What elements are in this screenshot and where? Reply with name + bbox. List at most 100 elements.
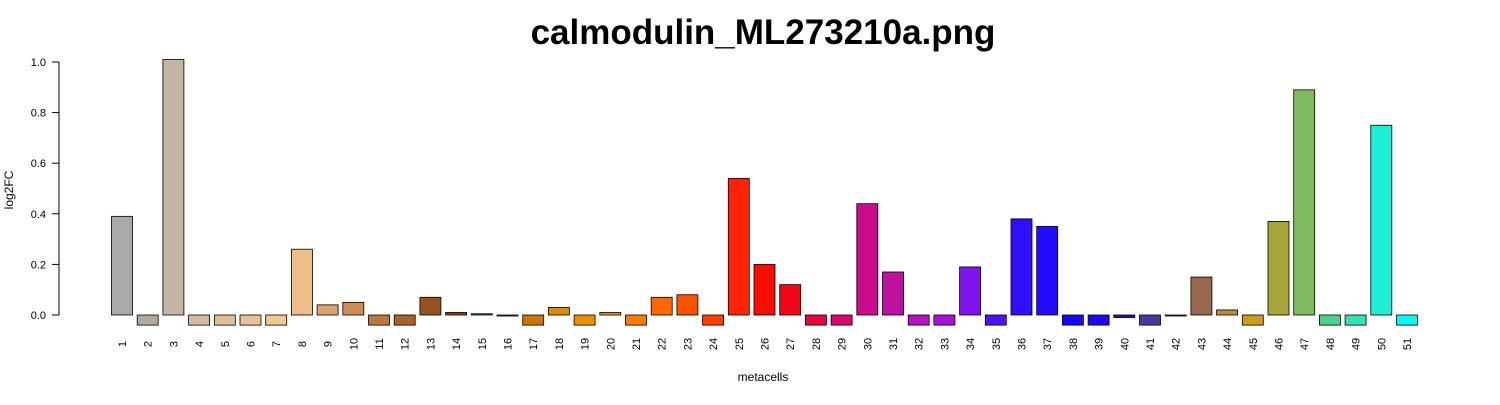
bar-30 [856, 203, 879, 316]
x-tick-label: 35 [991, 338, 1003, 350]
bar-43 [1190, 276, 1213, 316]
bar-5 [213, 314, 236, 326]
x-tick-label: 13 [425, 338, 437, 350]
bar-39 [1087, 314, 1110, 326]
x-tick-label: 29 [837, 338, 849, 350]
bar-36 [1010, 218, 1033, 316]
bar-34 [959, 266, 981, 316]
bar-21 [625, 314, 647, 326]
x-tick-label: 46 [1274, 338, 1286, 350]
bars-group [111, 59, 1418, 326]
bar-50 [1370, 124, 1393, 316]
y-tick-label: 0.6 [31, 158, 46, 170]
bar-15 [470, 313, 493, 316]
x-tick-label: 25 [734, 338, 746, 350]
bar-47 [1293, 89, 1316, 316]
x-tick-label: 37 [1042, 338, 1054, 350]
x-tick-label: 28 [811, 338, 823, 350]
x-tick-label: 6 [246, 341, 258, 347]
bar-46 [1267, 220, 1290, 316]
x-tick-label: 43 [1196, 338, 1208, 350]
x-tick-label: 50 [1376, 338, 1388, 350]
x-tick-label: 11 [374, 338, 386, 349]
bar-1 [111, 215, 133, 316]
bar-9 [316, 304, 339, 316]
x-tick-label: 12 [400, 338, 412, 350]
x-tick-label: 47 [1299, 338, 1311, 350]
bar-23 [676, 294, 699, 316]
bar-44 [1216, 309, 1238, 316]
x-tick-label: 26 [760, 338, 772, 350]
y-tick-label: 0.4 [31, 209, 46, 221]
bar-18 [548, 307, 570, 316]
bar-24 [702, 314, 724, 326]
bar-29 [830, 314, 853, 326]
x-tick-labels: 1 2 3 4 5 6 7 8 9 10 11 12 13 14 15 16 17 18 19 20 21 22 23 24 2… [117, 338, 1414, 350]
y-tick-label: 1.0 [31, 57, 46, 69]
bar-19 [573, 314, 596, 326]
bar-10 [342, 301, 365, 316]
y-tick-label: 0.0 [31, 310, 46, 322]
chart-title: calmodulin_ML273210a.png [531, 13, 996, 52]
x-tick-label: 45 [1248, 338, 1260, 350]
x-tick-label: 40 [1119, 338, 1131, 350]
x-tick-label: 7 [271, 341, 283, 347]
bar-8 [290, 248, 313, 316]
y-axis: 0.0 0.2 0.4 0.6 0.8 1.0 [31, 57, 60, 322]
bar-27 [779, 284, 802, 316]
bar-40 [1113, 314, 1136, 318]
y-tick-label: 0.8 [31, 108, 46, 120]
x-tick-label: 23 [682, 338, 694, 350]
bar-7 [265, 314, 288, 326]
bar-32 [907, 314, 930, 326]
bar-28 [805, 314, 827, 326]
bar-12 [393, 314, 416, 326]
bar-17 [522, 314, 545, 326]
bar-25 [727, 177, 750, 316]
x-tick-label: 33 [939, 338, 951, 350]
bar-31 [882, 271, 904, 316]
x-tick-label: 27 [785, 338, 797, 350]
x-tick-label: 4 [194, 341, 206, 347]
x-axis-label: metacells [738, 370, 789, 384]
x-tick-label: 32 [914, 338, 926, 350]
x-tick-label: 3 [168, 341, 180, 347]
x-tick-label: 9 [323, 341, 335, 347]
x-tick-label: 42 [1171, 338, 1183, 350]
bar-48 [1319, 314, 1341, 326]
bar-35 [984, 314, 1007, 326]
bar-6 [239, 314, 262, 326]
bar-2 [136, 314, 159, 326]
bar-4 [188, 314, 211, 326]
bar-49 [1344, 314, 1367, 326]
x-tick-label: 51 [1402, 338, 1414, 350]
x-tick-label: 21 [631, 338, 643, 350]
x-tick-label: 15 [477, 338, 489, 350]
bar-38 [1062, 314, 1084, 326]
x-tick-label: 36 [1017, 338, 1029, 350]
x-tick-label: 48 [1325, 338, 1337, 350]
x-tick-label: 34 [965, 338, 977, 350]
bar-41 [1139, 314, 1161, 326]
bar-13 [419, 296, 442, 316]
x-tick-label: 10 [348, 338, 360, 350]
x-tick-label: 39 [1094, 338, 1106, 350]
x-tick-label: 18 [554, 338, 566, 350]
bar-51 [1396, 314, 1418, 326]
x-tick-label: 49 [1351, 338, 1363, 350]
x-tick-label: 41 [1145, 338, 1157, 350]
x-tick-label: 17 [528, 338, 540, 350]
x-tick-label: 19 [580, 338, 592, 350]
x-tick-label: 14 [451, 338, 463, 350]
y-axis-label: log2FC [2, 170, 16, 209]
x-tick-label: 8 [297, 341, 309, 347]
x-tick-label: 22 [657, 338, 669, 350]
bar-33 [933, 314, 956, 326]
x-tick-label: 5 [220, 341, 232, 347]
x-tick-label: 31 [888, 338, 900, 350]
x-tick-label: 38 [1068, 338, 1080, 350]
bar-16 [496, 314, 519, 317]
bar-22 [650, 296, 673, 316]
